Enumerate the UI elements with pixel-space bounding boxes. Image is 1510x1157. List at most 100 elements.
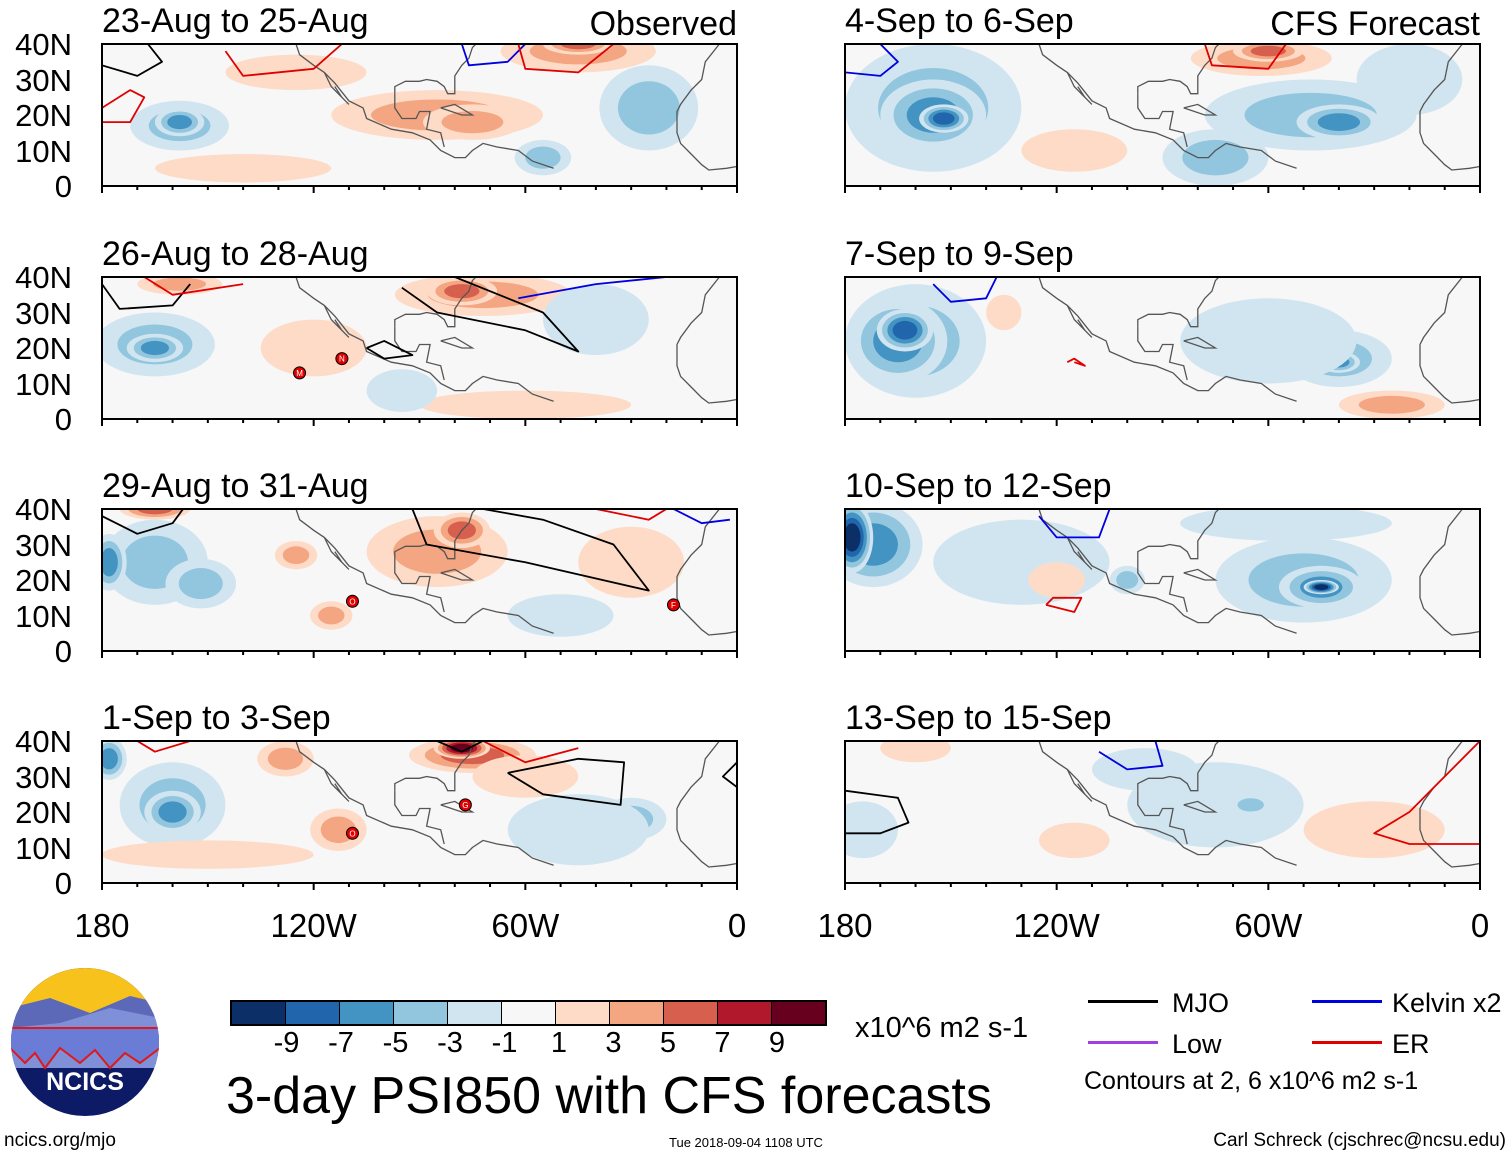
- colorbar-tick-label: -9: [273, 1027, 300, 1059]
- tropical-storm-marker: F: [667, 598, 680, 612]
- wave-contour: [518, 277, 667, 300]
- map-panel: [101, 43, 738, 193]
- coastline: [1038, 44, 1297, 169]
- anomaly-contour-fill: [140, 340, 170, 356]
- panel-title: 7-Sep to 9-Sep: [845, 235, 1074, 273]
- anomaly-contour-fill: [1317, 113, 1361, 131]
- panel-title: 29-Aug to 31-Aug: [102, 467, 369, 505]
- storm-letter: O: [349, 829, 355, 838]
- anomaly-contour-fill: [1180, 509, 1392, 541]
- map-panel: [844, 276, 1481, 426]
- latitude-label: 20N: [15, 331, 72, 366]
- anomaly-contour-fill: [158, 801, 187, 823]
- coastline: [323, 72, 350, 105]
- wave-contour: [1045, 596, 1083, 613]
- wave-contour: [411, 509, 650, 592]
- storm-letter: G: [462, 801, 468, 810]
- colorbar-tick-label: 3: [605, 1027, 622, 1059]
- coastline: [295, 44, 554, 169]
- colorbar-swatch: [610, 1002, 664, 1024]
- anomaly-contour-fill: [178, 568, 223, 600]
- coastline: [676, 277, 737, 404]
- anomaly-contour-fill: [444, 284, 480, 299]
- coastline: [394, 326, 445, 381]
- coastline: [1137, 741, 1220, 792]
- footer-url[interactable]: ncics.org/mjo: [4, 1130, 116, 1151]
- anomaly-contour-fill: [845, 801, 898, 859]
- legend-mjo-label: MJO: [1172, 988, 1229, 1018]
- anomaly-contour-fill: [560, 44, 596, 50]
- panel-title: 23-Aug to 25-Aug: [102, 2, 369, 40]
- anomaly-contour-fill: [845, 523, 861, 552]
- panel-source-label: Observed: [589, 5, 737, 43]
- latitude-label: 0: [54, 402, 72, 437]
- storm-letter: M: [296, 369, 303, 378]
- colorbar-tick-label: -1: [491, 1027, 518, 1059]
- longitude-label: 60W: [491, 907, 560, 944]
- legend-kelvin-label: Kelvin x2: [1392, 988, 1502, 1018]
- wave-contour: [401, 277, 580, 353]
- longitude-label: 120W: [1013, 907, 1100, 944]
- latitude-label: 30N: [15, 759, 72, 795]
- latitude-label: 30N: [15, 295, 72, 331]
- anomaly-contour-fill: [892, 320, 918, 340]
- anomaly-contour-fill: [1303, 801, 1445, 859]
- coastline: [676, 44, 737, 171]
- coastline: [394, 558, 445, 613]
- colorbar-tick-label: 5: [659, 1027, 677, 1059]
- legend-low-line: [1088, 1041, 1158, 1044]
- coastline: [1137, 790, 1188, 845]
- anomaly-contour-fill: [153, 277, 207, 291]
- wave-contour: [722, 761, 737, 788]
- anomaly-contour-fill: [880, 741, 951, 763]
- wave-contour: [102, 283, 191, 310]
- anomaly-contour-fill: [1021, 129, 1128, 172]
- wave-contour: [1373, 741, 1480, 845]
- wave-contour: [1098, 741, 1164, 771]
- coastline: [1038, 277, 1297, 402]
- coastline: [394, 509, 477, 560]
- legend-low-label: Low: [1172, 1029, 1222, 1059]
- coastline: [394, 741, 477, 792]
- anomaly-contour-fill: [1314, 584, 1329, 590]
- colorbar-tick-label: -3: [437, 1027, 463, 1059]
- coastline: [1137, 558, 1188, 613]
- latitude-label: 0: [54, 866, 72, 901]
- latitude-label: 40N: [15, 260, 72, 295]
- latitude-label: 30N: [15, 62, 72, 98]
- legend-kelvin-line: [1312, 1000, 1382, 1003]
- wave-contour: [460, 44, 526, 67]
- longitude-label: 180: [74, 907, 130, 944]
- latitude-label: 10N: [15, 598, 72, 634]
- map-panel: MN: [101, 276, 738, 426]
- wave-contour: [482, 741, 579, 764]
- anomaly-contour-fill: [419, 390, 632, 419]
- legend-mjo-line: [1088, 1000, 1158, 1003]
- coastline: [1183, 568, 1218, 581]
- coastline: [440, 103, 475, 116]
- latitude-label: 40N: [15, 492, 72, 527]
- anomaly-contour-fill: [525, 146, 561, 169]
- anomaly-contour-fill: [472, 755, 579, 798]
- panel-title: 13-Sep to 15-Sep: [845, 699, 1112, 737]
- anomaly-contour-fill: [1028, 562, 1085, 598]
- legend-note: Contours at 2, 6 x10^6 m2 s-1: [1084, 1067, 1419, 1095]
- storm-letter: O: [349, 597, 355, 606]
- coastline: [676, 509, 737, 636]
- wave-contour: [845, 789, 910, 835]
- coastline: [440, 336, 475, 349]
- wave-contour: [102, 509, 184, 535]
- latitude-label: 30N: [15, 527, 72, 563]
- footer-timestamp: Tue 2018-09-04 1108 UTC: [669, 1135, 823, 1150]
- anomaly-contour-fill: [102, 548, 118, 577]
- colorbar-tick-label: -5: [382, 1027, 409, 1059]
- colorbar-swatch: [232, 1002, 286, 1024]
- tropical-storm-marker: M: [293, 366, 307, 380]
- wave-contour: [595, 509, 667, 521]
- colorbar-swatch: [340, 1002, 394, 1024]
- anomaly-contour-fill: [542, 284, 649, 356]
- anomaly-contour-fill: [1091, 748, 1198, 791]
- storm-letter: N: [339, 355, 345, 364]
- wave-contour: [143, 277, 244, 296]
